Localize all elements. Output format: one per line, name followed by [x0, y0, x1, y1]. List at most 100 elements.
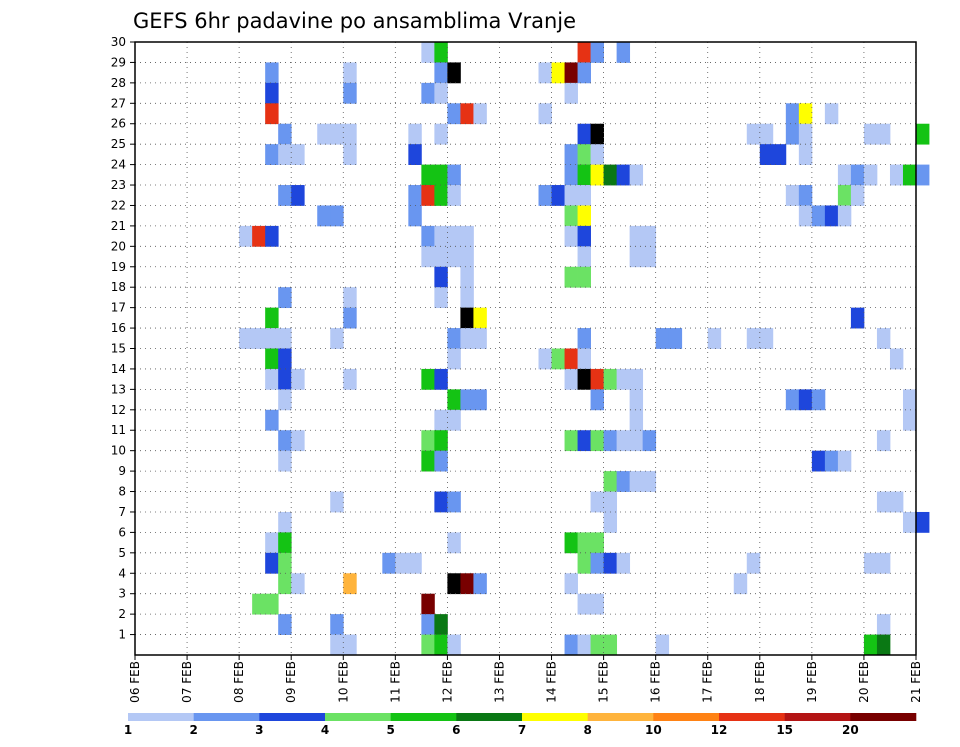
heatmap-cell — [434, 450, 448, 472]
x-tick-label: 07 FEB — [180, 661, 194, 703]
heatmap-cell — [421, 164, 435, 186]
x-tick-label: 14 FEB — [545, 661, 559, 703]
heatmap-cell — [876, 634, 891, 656]
y-tick-label: 25 — [111, 137, 126, 151]
x-tick-label: 21 FEB — [909, 661, 923, 703]
heatmap-cell — [629, 246, 644, 268]
heatmap-cell — [590, 532, 604, 554]
heatmap-cell — [577, 42, 591, 63]
legend-swatch — [128, 713, 194, 721]
heatmap-cell — [889, 164, 904, 186]
heatmap-cell — [616, 430, 631, 452]
heatmap-cell — [850, 164, 865, 186]
heatmap-cell — [421, 450, 435, 472]
y-tick-label: 2 — [118, 607, 126, 621]
heatmap-cell — [564, 573, 578, 595]
heatmap-cell — [564, 82, 578, 104]
x-tick-label: 15 FEB — [597, 661, 611, 703]
y-tick-label: 13 — [111, 382, 126, 396]
heatmap-cell — [460, 389, 474, 411]
heatmap-cell — [603, 368, 618, 390]
heatmap-cell — [551, 185, 565, 206]
y-tick-label: 29 — [111, 55, 126, 69]
heatmap-cell — [343, 123, 357, 145]
heatmap-cell — [577, 144, 591, 165]
y-tick-label: 12 — [111, 403, 126, 417]
heatmap-cell — [759, 123, 774, 145]
heatmap-cell — [447, 328, 461, 349]
heatmap-cell — [278, 123, 292, 145]
heatmap-cell — [798, 103, 813, 125]
heatmap-cell — [889, 348, 904, 370]
heatmap-cell — [343, 144, 357, 165]
heatmap-cell — [863, 634, 878, 656]
heatmap-cell — [798, 389, 813, 411]
heatmap-cell — [616, 164, 631, 186]
heatmap-cell — [616, 368, 631, 390]
heatmap-cell — [291, 368, 305, 390]
heatmap-cell — [590, 634, 604, 656]
heatmap-cell — [577, 62, 591, 84]
heatmap-cell — [564, 144, 578, 165]
heatmap-cell — [629, 368, 644, 390]
heatmap-cell — [434, 123, 448, 145]
heatmap-cell — [603, 471, 618, 492]
heatmap-cell — [434, 287, 448, 309]
heatmap-cell — [421, 430, 435, 452]
heatmap-cell — [811, 389, 826, 411]
heatmap-cell — [876, 430, 891, 452]
heatmap-cell — [278, 368, 292, 390]
heatmap-cell — [564, 634, 578, 656]
heatmap-cell — [590, 430, 604, 452]
heatmap-cell — [668, 328, 683, 349]
heatmap-cell — [902, 511, 917, 533]
gridlines — [134, 41, 917, 655]
y-tick-label: 24 — [111, 158, 126, 172]
legend-label: 7 — [518, 723, 526, 737]
heatmap-cell — [265, 225, 279, 247]
heatmap-cell — [577, 225, 591, 247]
heatmap-cell — [447, 409, 461, 431]
heatmap-cell — [759, 144, 774, 165]
heatmap-cell — [434, 246, 448, 268]
heatmap-cell — [473, 328, 487, 349]
y-tick-label: 30 — [111, 35, 126, 49]
heatmap-cell — [564, 368, 578, 390]
heatmap-cell — [460, 307, 474, 329]
legend-swatch — [390, 713, 457, 721]
legend-label: 1 — [124, 723, 132, 737]
heatmap-cell — [460, 103, 474, 125]
heatmap-cell — [863, 123, 878, 145]
heatmap-cell — [642, 471, 657, 492]
heatmap-cell — [239, 225, 253, 247]
y-tick-label: 28 — [111, 76, 126, 90]
heatmap-cell — [421, 614, 435, 635]
y-tick-label: 11 — [111, 423, 126, 437]
heatmap-cell — [798, 205, 813, 227]
heatmap-cell — [434, 164, 448, 186]
heatmap-cell — [577, 552, 591, 574]
heatmap-cell — [603, 430, 618, 452]
heatmap-cell — [837, 450, 852, 472]
legend-label: 15 — [776, 723, 793, 737]
heatmap-cell — [785, 103, 800, 125]
heatmap-cell — [577, 123, 591, 145]
heatmap-cell — [538, 185, 552, 206]
legend-swatch — [325, 713, 391, 721]
heatmap-cell — [590, 144, 604, 165]
legend-swatch — [850, 713, 917, 721]
heatmap-cell — [434, 185, 448, 206]
x-tick-label: 09 FEB — [284, 661, 298, 703]
heatmap-cell — [798, 144, 813, 165]
heatmap-cell — [577, 185, 591, 206]
heatmap-cell — [811, 205, 826, 227]
heatmap-cell — [278, 328, 292, 349]
y-tick-label: 23 — [111, 178, 126, 192]
heatmap-cell — [551, 62, 565, 84]
heatmap-cell — [421, 593, 435, 615]
heatmap-cell — [564, 532, 578, 554]
y-tick-label: 10 — [111, 444, 126, 458]
heatmap-cell — [265, 82, 279, 104]
